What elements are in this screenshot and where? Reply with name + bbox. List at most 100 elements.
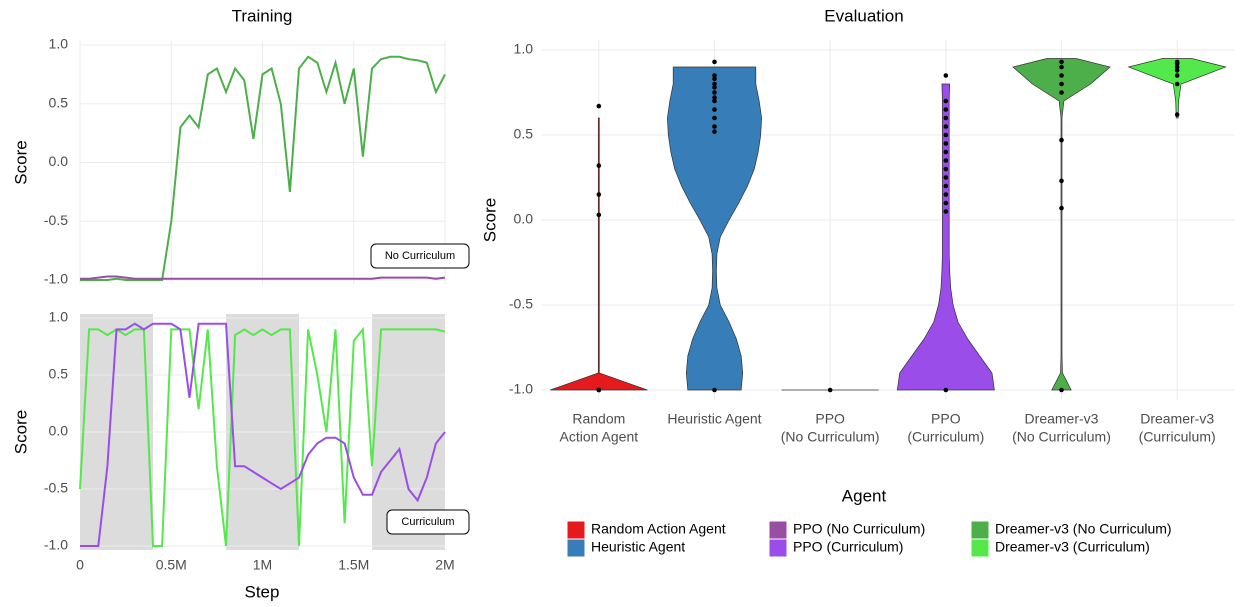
x-tick-label: (Curriculum)	[1139, 429, 1216, 445]
data-point	[1059, 178, 1064, 184]
violin	[667, 66, 762, 391]
data-point	[943, 209, 949, 214]
violin	[896, 83, 995, 391]
annotation-box	[386, 509, 470, 535]
legend-label: PPO (No Curriculum)	[793, 521, 925, 537]
annotation: No Curriculum	[385, 250, 455, 262]
data-point	[943, 387, 949, 393]
y-axis-label: Score	[480, 198, 499, 242]
y-tick-label: 1.0	[49, 36, 69, 52]
y-axis-label: Score	[11, 410, 30, 454]
y-tick-label: -0.5	[44, 480, 68, 496]
y-axis-label: Score	[11, 140, 30, 184]
data-point	[1174, 64, 1180, 70]
data-point	[1059, 90, 1064, 95]
chart-title: Training	[232, 6, 293, 25]
data-point	[712, 90, 717, 95]
data-point	[1059, 387, 1064, 393]
violin	[1127, 58, 1227, 119]
data-point	[712, 95, 717, 100]
series-line	[80, 55, 446, 281]
x-tick-label: Heuristic Agent	[667, 411, 761, 427]
data-point	[712, 73, 717, 78]
data-point	[596, 192, 602, 197]
data-point	[712, 387, 717, 393]
data-point	[943, 73, 949, 78]
x-tick-label: Dreamer-v3	[1140, 411, 1214, 427]
series-line	[80, 322, 446, 547]
series-line	[79, 326, 446, 547]
x-tick-label: PPO	[931, 411, 961, 427]
y-tick-label: 0.5	[49, 366, 69, 382]
x-tick-label: PPO	[815, 411, 845, 427]
legend-swatch	[566, 520, 586, 540]
data-point	[827, 387, 833, 393]
data-point	[712, 76, 717, 82]
violin	[550, 117, 648, 391]
legend-label: Dreamer-v3 (No Curriculum)	[995, 521, 1172, 537]
x-tick-label: 1.5M	[338, 557, 369, 573]
data-point	[943, 115, 949, 121]
x-tick-label: 2M	[435, 557, 454, 573]
legend-swatch	[566, 538, 586, 558]
data-point	[596, 212, 602, 218]
data-point	[712, 98, 717, 104]
legend-label: Heuristic Agent	[591, 539, 685, 555]
y-tick-label: 0.5	[49, 94, 69, 110]
data-point	[712, 115, 717, 121]
data-point	[1174, 81, 1180, 87]
data-point	[712, 85, 717, 90]
data-point	[596, 163, 602, 168]
data-point	[1059, 59, 1064, 65]
data-point	[712, 107, 717, 112]
data-point	[943, 149, 949, 155]
data-point	[596, 103, 602, 109]
y-tick-label: -1.0	[44, 537, 68, 553]
y-tick-label: -1.0	[509, 381, 533, 397]
y-tick-label: 0.0	[49, 153, 69, 169]
x-tick-label: Action Agent	[560, 429, 639, 445]
legend-label: Random Action Agent	[591, 521, 726, 537]
series-line	[80, 275, 446, 280]
y-tick-label: -0.5	[509, 296, 533, 312]
data-point	[943, 124, 949, 129]
x-tick-label: (Curriculum)	[907, 429, 984, 445]
data-point	[943, 141, 949, 146]
annotation: Curriculum	[401, 516, 454, 528]
data-point	[1059, 205, 1064, 211]
data-point	[712, 59, 717, 65]
y-tick-label: -1.0	[44, 271, 68, 287]
x-tick-label: (No Curriculum)	[781, 429, 880, 445]
data-point	[943, 132, 949, 138]
data-point	[943, 166, 949, 172]
data-point	[943, 98, 949, 104]
data-point	[943, 200, 949, 206]
legend-swatch	[768, 538, 788, 558]
data-point	[1174, 73, 1180, 78]
y-tick-label: 0.0	[49, 423, 69, 439]
data-point	[1174, 112, 1180, 117]
data-point	[712, 129, 717, 134]
y-tick-label: 0.5	[514, 126, 534, 142]
x-tick-label: 1M	[253, 557, 272, 573]
x-tick-label: (No Curriculum)	[1012, 429, 1111, 445]
data-point	[596, 387, 602, 393]
legend-title: Agent	[842, 486, 887, 505]
y-tick-label: 0.0	[514, 211, 534, 227]
chart-title: Evaluation	[824, 6, 903, 25]
legend-label: Dreamer-v3 (Curriculum)	[995, 539, 1150, 555]
data-point	[943, 107, 949, 112]
x-axis-label: Step	[245, 582, 280, 601]
annotation-box	[370, 243, 470, 269]
data-point	[712, 81, 717, 87]
y-tick-label: 1.0	[49, 309, 69, 325]
data-point	[1174, 68, 1180, 73]
data-point	[943, 183, 949, 189]
data-point	[943, 192, 949, 197]
y-tick-label: 1.0	[514, 41, 534, 57]
data-point	[1059, 137, 1064, 143]
violin	[1012, 58, 1111, 391]
legend-swatch	[970, 538, 990, 558]
